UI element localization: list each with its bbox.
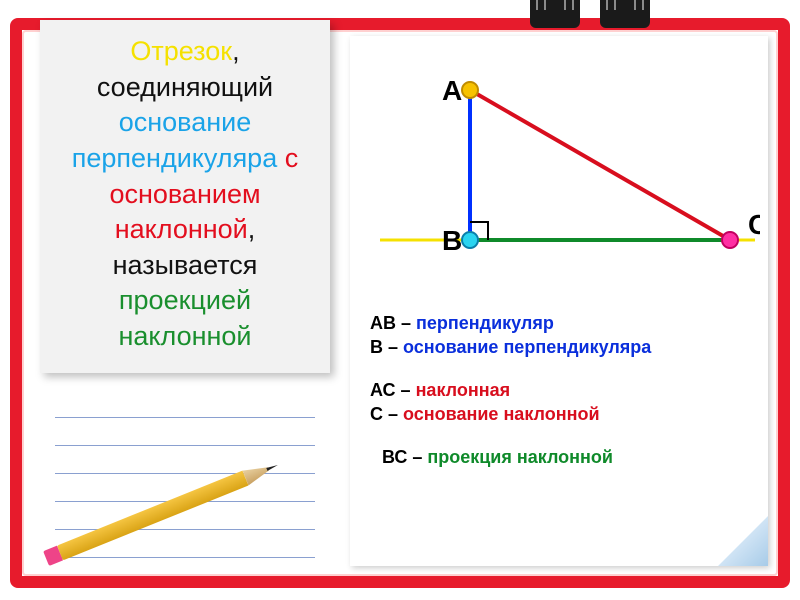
legend-line: АВ – перпендикуляр: [370, 313, 760, 334]
definition-panel: Отрезок, соединяющий основание перпендик…: [40, 20, 330, 373]
legend-line: С – основание наклонной: [370, 404, 760, 425]
legend-line: В – основание перпендикуляра: [370, 337, 760, 358]
svg-text:A: A: [442, 75, 462, 106]
legend-line: АС – наклонная: [370, 380, 760, 401]
svg-text:C: C: [748, 209, 760, 240]
diagram-legend: АВ – перпендикуляр В – основание перпенди…: [370, 310, 760, 471]
page-curl-icon: [718, 516, 768, 566]
definition-text-span: проекцией наклонной: [118, 285, 251, 351]
triangle-diagram: A B C: [360, 50, 760, 300]
definition-text-span: [277, 143, 285, 173]
svg-text:B: B: [442, 225, 462, 256]
binder-clip-icon: [530, 0, 580, 28]
legend-line: ВС – проекция наклонной: [382, 447, 760, 468]
definition-text-span: Отрезок: [130, 36, 232, 66]
definition-text-span: основание перпендикуляра: [72, 107, 277, 173]
binder-clip-icon: [600, 0, 650, 28]
